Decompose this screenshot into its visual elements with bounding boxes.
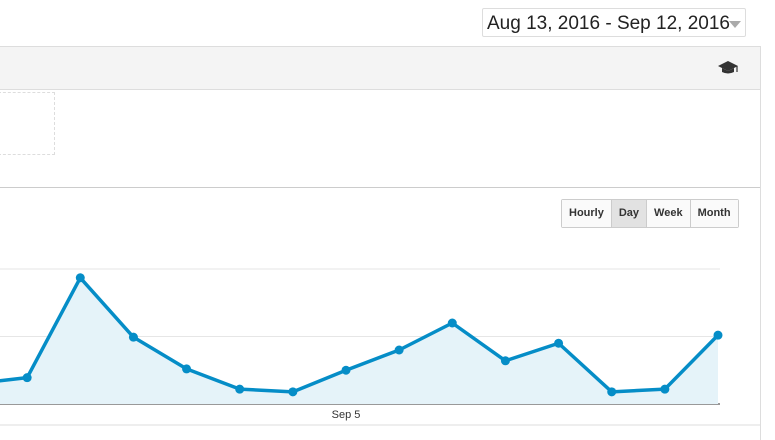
area [0, 277, 718, 404]
point [182, 364, 192, 374]
border [760, 46, 761, 440]
point [607, 387, 617, 397]
granularity-button[interactable]: Day [611, 200, 648, 227]
placeholder-box [0, 92, 55, 155]
point [22, 373, 32, 383]
point [288, 387, 298, 397]
point [75, 273, 85, 283]
granularity-button[interactable]: Week [647, 200, 691, 227]
granularity-button[interactable]: Hourly [562, 200, 612, 227]
caret [729, 21, 741, 28]
point [128, 332, 138, 342]
toolbar [0, 46, 760, 90]
x-tick-label: Sep 5 [332, 409, 361, 421]
granularity-button[interactable]: Month [690, 200, 738, 227]
point [235, 384, 245, 394]
point [660, 384, 670, 394]
point [554, 338, 564, 348]
point [394, 345, 404, 355]
date-range[interactable]: Aug 13, 2016 - Sep 12, 2016 [482, 8, 746, 37]
point [447, 318, 457, 328]
date-end: Sep 12, 2016 [616, 13, 730, 34]
point [341, 365, 351, 375]
date-separator: - [605, 13, 612, 34]
separator [0, 187, 760, 188]
point [713, 330, 723, 340]
date-start: Aug 13, 2016 [487, 13, 601, 34]
point [500, 356, 510, 366]
grad-cap-icon[interactable] [718, 61, 738, 74]
granularity-buttons: Hourly Day Week Month [561, 199, 739, 228]
